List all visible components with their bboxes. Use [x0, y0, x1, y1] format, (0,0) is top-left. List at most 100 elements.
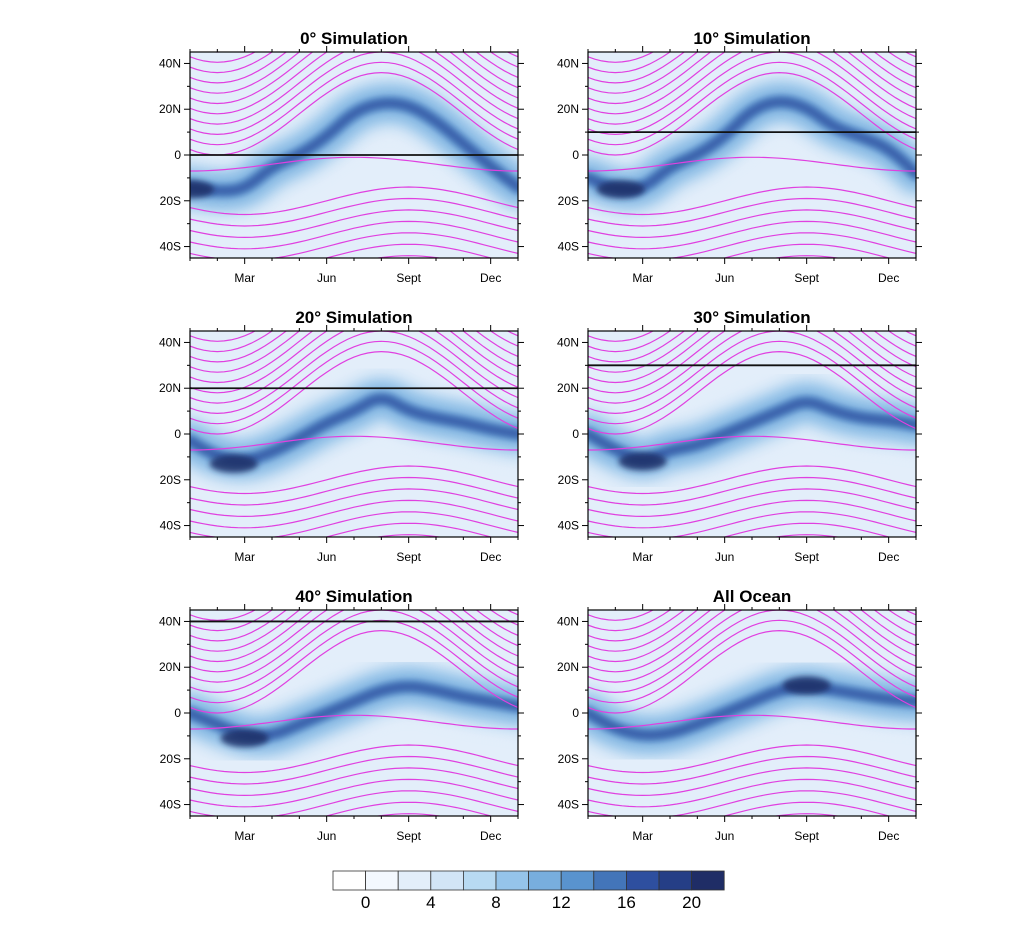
y-tick-label: 40N: [557, 614, 579, 628]
contour-line: [190, 209, 518, 239]
x-tick-label: Dec: [878, 271, 899, 285]
contour-line: [190, 197, 518, 227]
contour-line: [324, 522, 494, 537]
colorbar-box: [365, 870, 399, 891]
x-tick-label: Jun: [715, 271, 734, 285]
contour-line: [190, 232, 518, 258]
y-tick-label: 20N: [159, 660, 181, 674]
contour-line: [190, 331, 518, 353]
contour-line: [190, 511, 518, 537]
contour-line: [190, 610, 518, 642]
panel-title: 20° Simulation: [295, 308, 412, 327]
contour-line: [588, 331, 916, 342]
y-tick-label: 40S: [558, 798, 579, 812]
contour-line: [588, 755, 916, 785]
precip-maximum: [190, 180, 214, 199]
y-tick-label: 0: [572, 427, 579, 441]
contour-line: [190, 350, 518, 435]
contour-line: [588, 744, 916, 774]
colorbar-box: [462, 870, 497, 891]
x-tick-label: Jun: [317, 550, 336, 564]
y-tick-label: 20N: [557, 381, 579, 395]
x-tick-label: Mar: [632, 271, 653, 285]
contour-line: [588, 61, 916, 146]
colorbar-box: [430, 870, 464, 891]
contour-line: [588, 52, 916, 63]
x-tick-label: Mar: [234, 829, 255, 843]
colorbar-box: [397, 870, 432, 891]
contour-line: [588, 488, 916, 518]
contour-line: [190, 610, 518, 683]
contour-line: [588, 331, 916, 373]
panel-title: 30° Simulation: [693, 308, 810, 327]
contour-line: [190, 629, 518, 714]
colorbar: 0 4 8 12 16 20: [332, 870, 725, 912]
x-tick-label: Jun: [317, 829, 336, 843]
x-tick-label: Dec: [480, 271, 501, 285]
plot-area: [588, 610, 916, 816]
contour-line: [588, 610, 916, 621]
colorbar-label: 16: [617, 893, 636, 912]
contour-line: [588, 465, 916, 495]
contour-line: [190, 610, 518, 673]
x-tick-label: Jun: [317, 271, 336, 285]
x-tick-label: Sept: [794, 829, 819, 843]
x-tick-label: Dec: [878, 829, 899, 843]
panel-title: 0° Simulation: [300, 29, 408, 48]
x-tick-label: Sept: [794, 550, 819, 564]
contour-line: [588, 52, 916, 74]
colorbar-box: [560, 870, 595, 891]
precip-maximum: [220, 729, 269, 748]
x-tick-label: Mar: [632, 550, 653, 564]
contour-line: [190, 52, 518, 136]
contour-line: [588, 331, 916, 384]
x-tick-label: Sept: [794, 271, 819, 285]
x-tick-label: Sept: [396, 271, 421, 285]
x-tick-label: Jun: [715, 829, 734, 843]
contour-line: [190, 499, 518, 529]
contour-line: [588, 52, 916, 84]
y-tick-label: 20S: [160, 473, 181, 487]
y-tick-label: 0: [572, 706, 579, 720]
contour-line: [588, 331, 916, 394]
contour-line: [722, 243, 892, 258]
x-tick-label: Mar: [234, 271, 255, 285]
y-tick-label: 40N: [159, 56, 181, 70]
y-tick-label: 20N: [159, 102, 181, 116]
contour-line: [190, 778, 518, 808]
contour-line: [190, 755, 518, 785]
contour-line: [190, 331, 518, 384]
contour-line: [588, 52, 916, 94]
precip-maximum: [618, 452, 667, 471]
contour-line: [588, 331, 916, 404]
y-tick-label: 40N: [159, 335, 181, 349]
precip-band-4: [190, 100, 518, 194]
contour-line: [588, 619, 916, 704]
contour-line: [190, 331, 518, 363]
contour-line: [190, 610, 518, 663]
contour-line: [588, 610, 916, 652]
panel-title: All Ocean: [713, 587, 791, 606]
contour-line: [588, 610, 916, 694]
colorbar-box: [593, 870, 627, 891]
y-tick-label: 20N: [557, 102, 579, 116]
precip-maximum: [209, 454, 258, 473]
contour-line: [190, 465, 518, 495]
x-tick-label: Dec: [480, 829, 501, 843]
contour-line: [588, 52, 916, 105]
panel-1: 10° Simulation 40N 20N 0 20S 40S Mar Jun Sept Dec: [557, 29, 922, 285]
contour-line: [190, 52, 518, 63]
precip-band-4: [588, 683, 916, 739]
y-tick-label: 20N: [159, 381, 181, 395]
contour-line: [190, 331, 518, 415]
colorbar-box: [332, 870, 366, 891]
y-tick-label: 20S: [558, 752, 579, 766]
contour-line: [190, 52, 518, 115]
precip-band-4: [190, 683, 518, 739]
contour-line: [324, 243, 494, 258]
plot-area: [190, 331, 518, 537]
contour-line: [190, 331, 518, 342]
contour-line: [722, 801, 892, 816]
contour-line: [190, 331, 518, 373]
y-tick-label: 20N: [557, 660, 579, 674]
